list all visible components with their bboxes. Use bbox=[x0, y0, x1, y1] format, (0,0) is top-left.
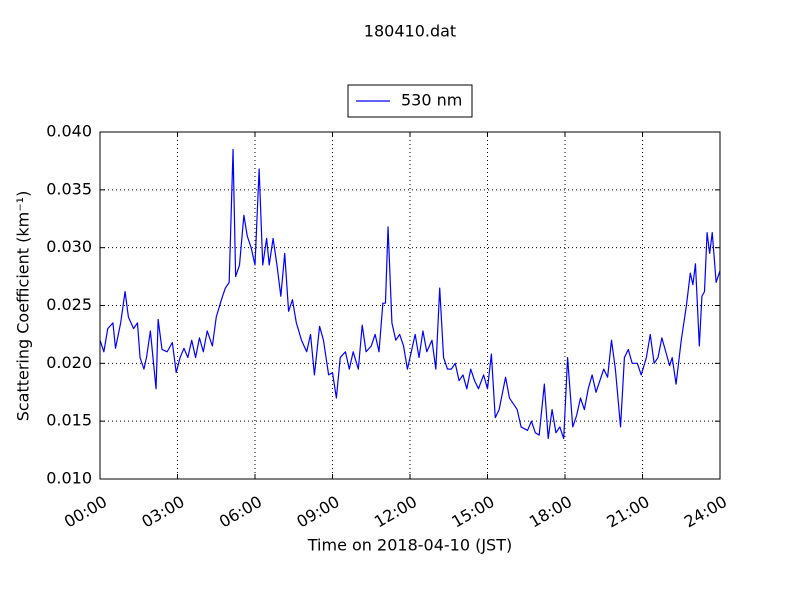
legend-label: 530 nm bbox=[401, 91, 462, 110]
y-tick-label: 0.030 bbox=[46, 237, 92, 256]
y-tick-label: 0.035 bbox=[46, 179, 92, 198]
y-tick-label: 0.025 bbox=[46, 295, 92, 314]
y-tick-label: 0.015 bbox=[46, 411, 92, 430]
chart-title: 180410.dat bbox=[364, 22, 456, 41]
y-axis-label: Scattering Coefficient (km⁻¹) bbox=[14, 191, 33, 422]
plot-frame bbox=[99, 131, 721, 480]
y-tick-label: 0.020 bbox=[46, 353, 92, 372]
y-tick-label: 0.010 bbox=[46, 469, 92, 488]
data-line bbox=[99, 148, 721, 440]
y-tick-label: 0.040 bbox=[46, 122, 92, 141]
x-axis-label: Time on 2018-04-10 (JST) bbox=[307, 536, 512, 555]
